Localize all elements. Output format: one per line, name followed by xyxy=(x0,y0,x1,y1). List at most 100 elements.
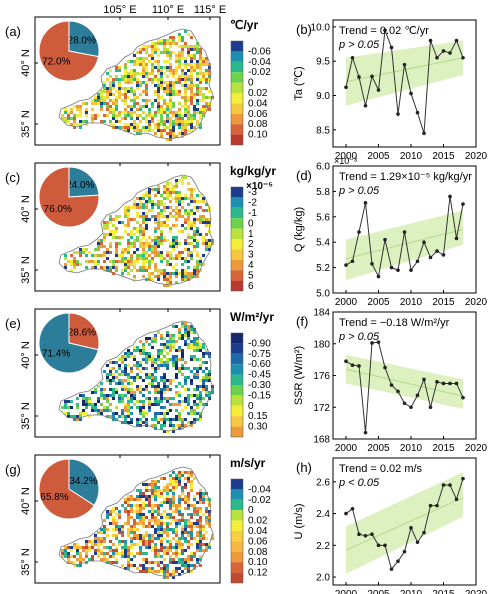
map-pixel xyxy=(199,48,202,51)
map-pixel xyxy=(175,245,178,248)
map-pixel xyxy=(166,281,169,284)
map-pixel xyxy=(61,549,64,552)
map-pixel xyxy=(124,355,127,358)
map-pixel xyxy=(100,242,103,245)
map-pixel xyxy=(154,376,157,379)
map-pixel xyxy=(121,117,124,120)
map-pixel xyxy=(178,126,181,129)
map-pixel xyxy=(154,552,157,555)
map-pixel xyxy=(127,510,130,513)
y-tick-label: 172 xyxy=(313,403,330,414)
chart-panel-label: (h) xyxy=(296,460,312,475)
map-pixel xyxy=(130,260,133,263)
map-pixel xyxy=(91,558,94,561)
map-pixel xyxy=(157,90,160,93)
map-pixel xyxy=(160,81,163,84)
map-pixel xyxy=(163,349,166,352)
map-pixel xyxy=(169,504,172,507)
map-pixel xyxy=(100,537,103,540)
map-pixel xyxy=(103,394,106,397)
map-pixel xyxy=(187,331,190,334)
map-pixel xyxy=(124,224,127,227)
map-pixel xyxy=(64,406,67,409)
map-pixel xyxy=(148,129,151,132)
map-pixel xyxy=(154,48,157,51)
map-pixel xyxy=(205,209,208,212)
map-pixel xyxy=(109,409,112,412)
map-pixel xyxy=(160,349,163,352)
map-pixel xyxy=(163,48,166,51)
map-pixel xyxy=(76,549,79,552)
map-pixel xyxy=(130,60,133,63)
pie-slice-label: 28.6% xyxy=(68,328,96,339)
map-pixel xyxy=(184,93,187,96)
map-pixel xyxy=(112,415,115,418)
map-pixel xyxy=(169,346,172,349)
map-pixel xyxy=(187,209,190,212)
map-pixel xyxy=(193,218,196,221)
map-pixel xyxy=(139,227,142,230)
map-pixel xyxy=(175,403,178,406)
map-pixel xyxy=(82,400,85,403)
map-pixel xyxy=(76,105,79,108)
map-pixel xyxy=(184,406,187,409)
map-pixel xyxy=(127,272,130,275)
map-pixel xyxy=(115,215,118,218)
map-pixel xyxy=(181,105,184,108)
map-pixel xyxy=(127,558,130,561)
colorbar-label: 0.04 xyxy=(248,98,268,109)
map-pixel xyxy=(145,552,148,555)
map-pixel xyxy=(115,376,118,379)
map-pixel xyxy=(157,528,160,531)
map-pixel xyxy=(172,197,175,200)
map-pixel xyxy=(193,477,196,480)
map-pixel xyxy=(118,397,121,400)
map-pixel xyxy=(133,376,136,379)
map-pixel xyxy=(106,227,109,230)
map-pixel xyxy=(166,254,169,257)
map-pixel xyxy=(115,105,118,108)
map-pixel xyxy=(127,245,130,248)
map-pixel xyxy=(175,522,178,525)
map-pixel xyxy=(166,564,169,567)
map-pixel xyxy=(166,522,169,525)
pie-slice xyxy=(68,166,100,198)
map-pixel xyxy=(208,72,211,75)
colorbar-swatch xyxy=(231,364,243,375)
colorbar-swatch xyxy=(231,249,243,260)
map-pixel xyxy=(175,570,178,573)
map-pixel xyxy=(184,90,187,93)
map-pixel xyxy=(142,221,145,224)
map-pixel xyxy=(178,331,181,334)
map-pixel xyxy=(130,90,133,93)
map-pixel xyxy=(163,573,166,576)
map-pixel xyxy=(127,373,130,376)
map-pixel xyxy=(166,84,169,87)
data-point xyxy=(422,240,426,244)
map-pixel xyxy=(130,370,133,373)
map-pixel xyxy=(190,191,193,194)
map-pixel xyxy=(88,549,91,552)
map-pixel xyxy=(85,111,88,114)
map-pixel xyxy=(181,570,184,573)
map-pixel xyxy=(202,370,205,373)
map-pixel xyxy=(121,75,124,78)
map-pixel xyxy=(139,239,142,242)
map-pixel xyxy=(154,495,157,498)
map-pixel xyxy=(130,263,133,266)
colorbar-swatch xyxy=(231,499,243,511)
colorbar-swatch xyxy=(231,333,243,344)
map-pixel xyxy=(169,227,172,230)
map-pixel xyxy=(169,42,172,45)
map-pixel xyxy=(181,230,184,233)
map-pixel xyxy=(169,188,172,191)
map-pixel xyxy=(121,397,124,400)
map-pixel xyxy=(157,81,160,84)
trend-line xyxy=(345,229,464,260)
map-pixel xyxy=(127,352,130,355)
map-pixel xyxy=(181,543,184,546)
map-pixel xyxy=(115,546,118,549)
map-pixel xyxy=(187,182,190,185)
map-pixel xyxy=(139,534,142,537)
map-pixel xyxy=(163,126,166,129)
